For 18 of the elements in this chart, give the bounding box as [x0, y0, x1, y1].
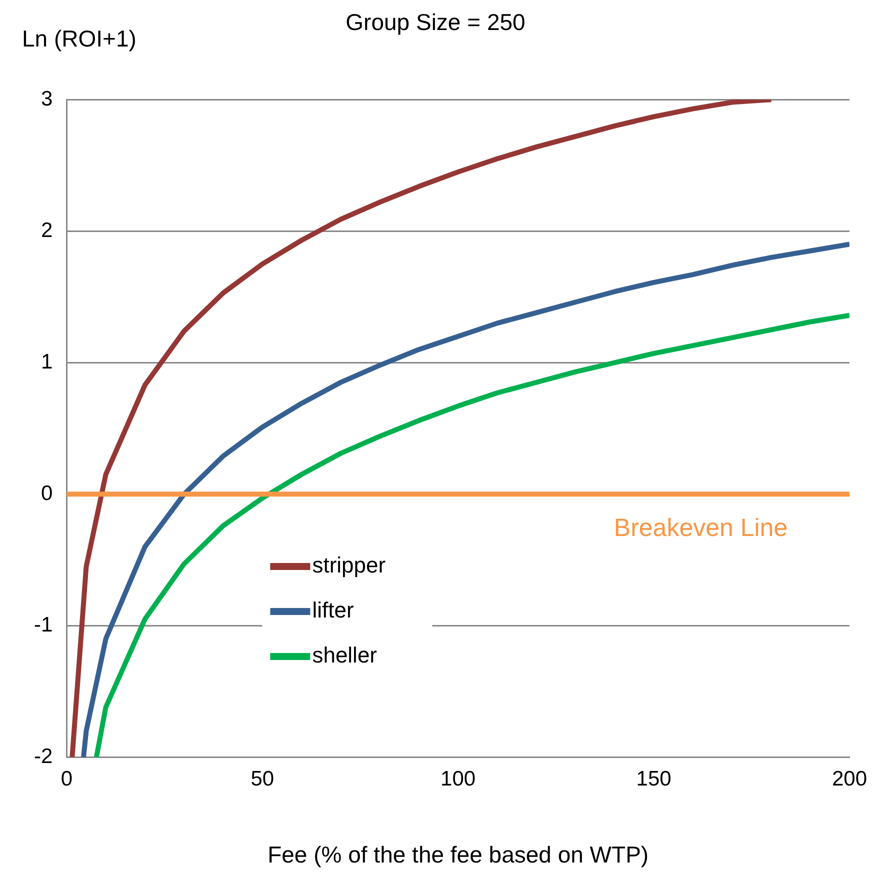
x-tick-label: 150	[636, 768, 672, 791]
x-tick-label: 200	[832, 768, 868, 791]
x-axis-title: Fee (% of the the fee based on WTP)	[268, 842, 649, 868]
y-tick-label: 0	[40, 482, 53, 505]
x-tick-label: 50	[250, 768, 274, 791]
y-tick-label: -2	[34, 744, 53, 768]
x-tick-label: 0	[60, 768, 73, 791]
legend-label: sheller	[312, 642, 378, 668]
y-tick-label: 1	[40, 350, 53, 374]
y-tick-label: 2	[40, 218, 53, 242]
chart-title: Group Size = 250	[346, 9, 526, 36]
legend-label: lifter	[312, 598, 354, 623]
legend-label: stripper	[312, 552, 386, 578]
y-axis-title: Ln (ROI+1)	[22, 25, 136, 52]
y-tick-label: -1	[34, 613, 53, 636]
ref-line-label: Breakeven Line	[614, 514, 788, 542]
x-tick-label: 100	[440, 768, 476, 791]
y-tick-label: 3	[40, 87, 53, 110]
